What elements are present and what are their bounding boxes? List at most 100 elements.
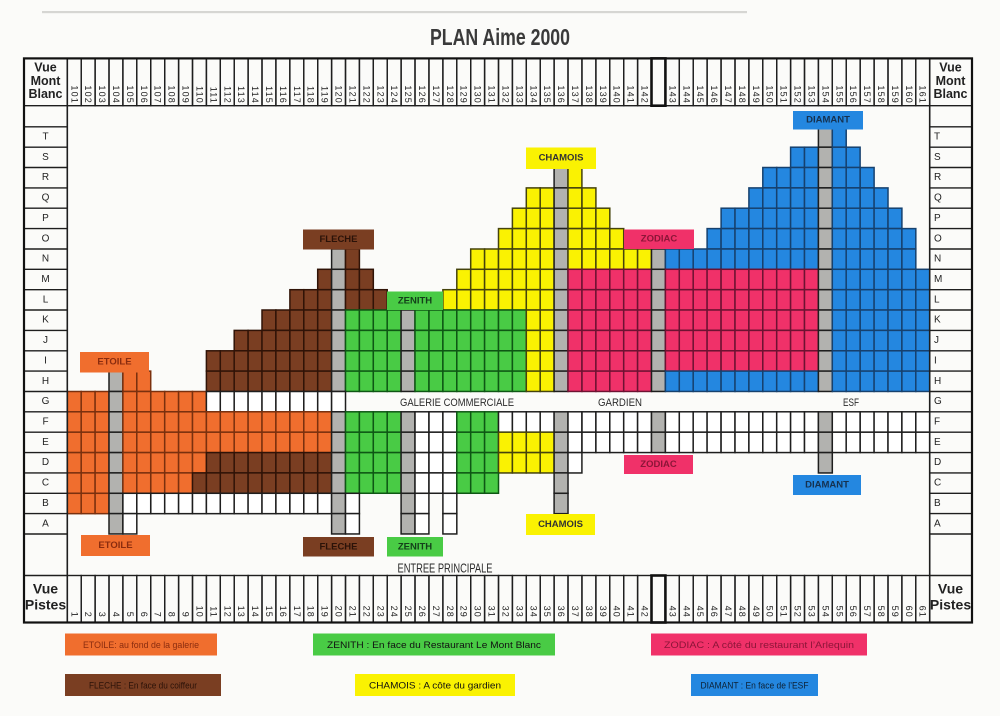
svg-text:3: 3 [97,612,107,618]
svg-text:13: 13 [236,606,246,618]
svg-text:39: 39 [598,606,608,618]
svg-text:CHAMOIS : A côte du gardien: CHAMOIS : A côte du gardien [369,681,501,691]
svg-text:B: B [934,498,941,509]
svg-text:50: 50 [765,606,775,618]
svg-text:7: 7 [153,612,163,618]
svg-text:5: 5 [125,612,135,618]
svg-text:DIAMANT: DIAMANT [806,115,850,126]
svg-text:155: 155 [834,85,844,104]
svg-text:FLECHE: FLECHE [320,234,358,245]
svg-text:148: 148 [737,85,747,104]
svg-text:PLAN Aime 2000: PLAN Aime 2000 [430,24,570,50]
svg-text:140: 140 [612,85,622,104]
svg-text:132: 132 [501,85,511,104]
svg-text:56: 56 [848,606,858,618]
svg-text:G: G [42,396,50,407]
svg-text:41: 41 [626,606,636,618]
svg-text:24: 24 [389,606,399,618]
svg-text:141: 141 [626,85,636,104]
svg-text:I: I [934,355,937,366]
svg-text:143: 143 [667,85,677,104]
svg-text:26: 26 [417,606,427,618]
svg-text:61: 61 [918,606,928,618]
svg-text:A: A [934,518,941,529]
svg-text:139: 139 [598,85,608,104]
svg-text:29: 29 [459,606,469,618]
svg-text:I: I [44,355,47,366]
svg-text:S: S [934,152,941,163]
svg-text:1: 1 [69,612,79,618]
svg-text:DIAMANT : En face de l’ESF: DIAMANT : En face de l’ESF [701,681,809,691]
svg-text:121: 121 [347,85,357,104]
svg-text:156: 156 [848,85,858,104]
svg-text:118: 118 [306,86,316,104]
svg-text:145: 145 [695,85,705,104]
svg-text:CHAMOIS: CHAMOIS [538,519,583,530]
svg-text:G: G [934,396,942,407]
svg-text:D: D [42,457,49,468]
svg-text:159: 159 [890,85,900,104]
svg-text:A: A [42,518,49,529]
svg-text:K: K [934,315,941,326]
svg-text:16: 16 [278,606,288,618]
svg-text:157: 157 [862,85,872,104]
svg-text:L: L [934,294,940,305]
svg-text:42: 42 [640,606,650,618]
svg-text:57: 57 [862,606,872,618]
svg-text:130: 130 [473,85,483,104]
svg-text:52: 52 [793,606,803,618]
svg-text:22: 22 [361,606,371,618]
svg-text:Pistes: Pistes [25,597,66,613]
svg-text:F: F [42,417,48,428]
svg-text:ESF: ESF [843,397,859,409]
svg-text:131: 131 [487,85,497,104]
svg-text:135: 135 [542,85,552,104]
svg-text:O: O [42,233,50,244]
svg-text:R: R [42,172,49,183]
svg-text:Mont: Mont [936,74,967,88]
svg-text:ZENITH: ZENITH [398,295,432,306]
svg-text:158: 158 [876,85,886,104]
svg-text:126: 126 [417,85,427,104]
svg-text:110: 110 [194,86,204,104]
svg-text:Pistes: Pistes [930,597,971,613]
svg-text:47: 47 [723,606,733,618]
svg-text:103: 103 [97,85,107,104]
svg-text:C: C [934,478,941,489]
svg-text:H: H [42,376,49,387]
svg-text:T: T [934,132,940,143]
svg-text:33: 33 [514,606,524,618]
svg-text:116: 116 [278,86,288,104]
svg-text:161: 161 [918,85,928,104]
svg-text:31: 31 [487,606,497,618]
svg-text:25: 25 [403,606,413,618]
svg-text:124: 124 [389,85,399,104]
svg-text:150: 150 [765,85,775,104]
svg-text:ZENITH : En face du Restaurant: ZENITH : En face du Restaurant Le Mont B… [327,640,541,650]
svg-text:J: J [934,335,939,346]
svg-text:M: M [41,274,49,285]
svg-text:113: 113 [236,86,246,104]
svg-text:154: 154 [820,85,830,104]
svg-text:40: 40 [612,606,622,618]
svg-text:R: R [934,172,941,183]
svg-text:F: F [934,417,940,428]
svg-text:133: 133 [514,85,524,104]
svg-text:Vue: Vue [33,581,58,597]
svg-text:153: 153 [807,85,817,104]
svg-text:127: 127 [431,85,441,104]
svg-text:K: K [42,315,49,326]
svg-text:146: 146 [709,85,719,104]
svg-text:11: 11 [208,606,218,618]
svg-text:46: 46 [709,606,719,618]
svg-text:30: 30 [473,606,483,618]
svg-text:C: C [42,478,49,489]
svg-text:S: S [42,152,49,163]
svg-text:Mont: Mont [31,74,62,88]
svg-text:129: 129 [459,85,469,104]
svg-text:111: 111 [208,87,218,104]
svg-text:ZODIAC: ZODIAC [641,234,678,245]
svg-text:28: 28 [445,606,455,618]
svg-text:109: 109 [181,85,191,104]
svg-text:32: 32 [501,606,511,618]
